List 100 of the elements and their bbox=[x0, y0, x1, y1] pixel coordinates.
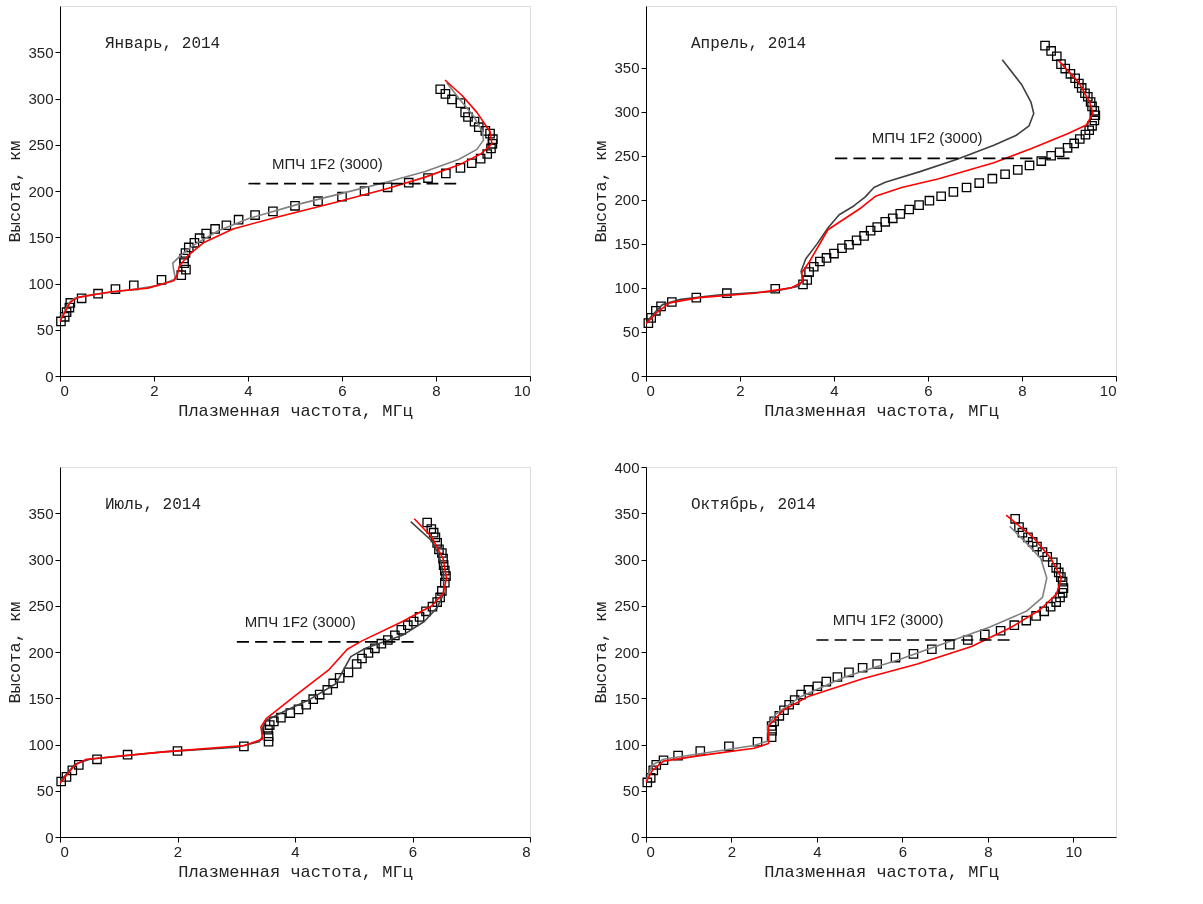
point bbox=[1051, 51, 1062, 62]
point bbox=[183, 242, 194, 253]
point bbox=[313, 196, 323, 207]
point bbox=[487, 138, 498, 149]
point bbox=[56, 776, 67, 787]
point bbox=[962, 635, 973, 645]
point bbox=[645, 772, 656, 783]
y-axis-title: Высота, км bbox=[6, 601, 26, 704]
point bbox=[789, 695, 800, 705]
point bbox=[880, 217, 891, 227]
x-tick-label: 2 bbox=[150, 381, 159, 399]
point bbox=[357, 653, 367, 664]
point bbox=[656, 301, 666, 312]
point bbox=[435, 592, 445, 603]
point bbox=[460, 107, 470, 118]
point bbox=[59, 311, 70, 322]
point bbox=[904, 204, 915, 215]
point bbox=[263, 736, 274, 747]
point bbox=[857, 662, 868, 673]
x-tick-label: 6 bbox=[924, 381, 933, 399]
point bbox=[65, 298, 76, 308]
point bbox=[766, 732, 777, 742]
point bbox=[441, 571, 451, 581]
series-label: МПЧ 1F2 (3000) bbox=[832, 610, 944, 628]
y-tick-label: 400 bbox=[614, 458, 640, 476]
point bbox=[308, 694, 319, 705]
point bbox=[122, 749, 133, 760]
x-tick-label: 8 bbox=[432, 381, 441, 399]
point bbox=[804, 267, 814, 277]
y-tick-label: 350 bbox=[614, 504, 640, 522]
point bbox=[427, 601, 438, 612]
point bbox=[422, 517, 433, 528]
y-tick-label: 200 bbox=[28, 182, 54, 200]
point bbox=[382, 182, 393, 193]
annotation: Июль, 2014 bbox=[105, 496, 202, 514]
point bbox=[651, 760, 662, 770]
point bbox=[1074, 78, 1084, 89]
point bbox=[156, 274, 167, 285]
point bbox=[821, 676, 832, 687]
point bbox=[658, 755, 669, 766]
series-label: МПЧ 1F2 (3000) bbox=[271, 154, 383, 172]
point bbox=[887, 213, 898, 224]
x-tick-label: 8 bbox=[522, 842, 531, 860]
point bbox=[110, 284, 121, 294]
point bbox=[376, 638, 387, 649]
point bbox=[995, 625, 1006, 636]
point bbox=[1058, 583, 1069, 594]
x-tick-label: 4 bbox=[291, 842, 300, 860]
point bbox=[927, 644, 937, 655]
y-axis-title: Высота, км bbox=[592, 140, 612, 243]
y-tick-label: 50 bbox=[36, 321, 54, 339]
point bbox=[769, 716, 780, 727]
point bbox=[1023, 532, 1033, 543]
point bbox=[1089, 115, 1100, 126]
point bbox=[180, 248, 191, 258]
y-tick-label: 100 bbox=[28, 275, 54, 292]
point bbox=[269, 716, 279, 727]
point bbox=[1014, 522, 1024, 532]
point bbox=[832, 672, 843, 682]
point bbox=[774, 710, 785, 721]
point bbox=[432, 597, 443, 607]
series-label: МПЧ 1F2 (3000) bbox=[871, 129, 983, 147]
x-axis-title: Плазменная частота, МГц bbox=[764, 862, 999, 882]
point bbox=[1053, 567, 1064, 578]
point bbox=[441, 168, 451, 179]
annotation: Октябрь, 2014 bbox=[691, 496, 816, 514]
point bbox=[455, 98, 466, 108]
point bbox=[1027, 537, 1038, 547]
point bbox=[722, 288, 732, 299]
point bbox=[851, 235, 862, 246]
point bbox=[1056, 572, 1066, 582]
y-tick-label: 300 bbox=[614, 103, 640, 121]
point bbox=[872, 659, 882, 669]
point bbox=[1042, 551, 1053, 562]
point bbox=[221, 220, 232, 231]
point bbox=[961, 182, 972, 193]
point bbox=[403, 177, 414, 188]
point bbox=[466, 158, 477, 169]
point bbox=[437, 586, 447, 596]
point bbox=[1031, 611, 1041, 621]
y-tick-label: 250 bbox=[614, 597, 640, 615]
point bbox=[423, 173, 433, 183]
point bbox=[1051, 562, 1062, 573]
point bbox=[1017, 527, 1028, 538]
point bbox=[285, 708, 296, 718]
y-tick-label: 250 bbox=[614, 147, 640, 165]
point bbox=[408, 616, 419, 627]
point bbox=[1090, 110, 1101, 121]
point bbox=[1024, 160, 1035, 171]
point bbox=[179, 253, 189, 264]
point bbox=[1085, 97, 1096, 107]
point bbox=[808, 261, 819, 272]
point bbox=[1056, 59, 1066, 69]
x-tick-label: 0 bbox=[60, 842, 69, 860]
y-tick-label: 50 bbox=[622, 323, 640, 341]
point bbox=[1046, 46, 1056, 56]
point bbox=[181, 264, 191, 275]
point bbox=[987, 173, 998, 184]
x-axis-title: Плазменная частота, МГц bbox=[178, 401, 413, 421]
x-tick-label: 10 bbox=[513, 381, 531, 399]
